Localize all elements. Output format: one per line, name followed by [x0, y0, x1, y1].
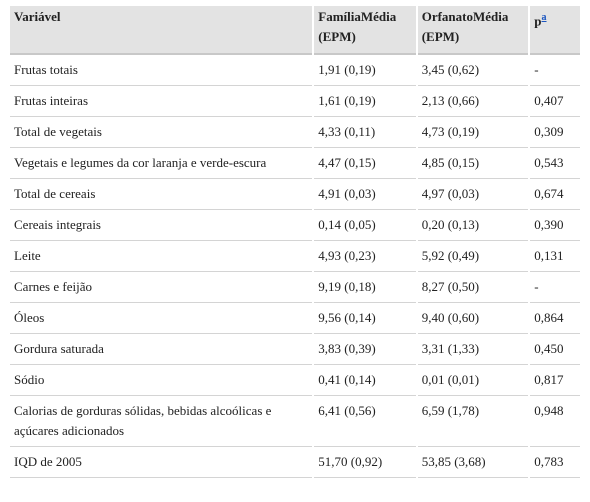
table-cell: 8,27 (0,50) — [417, 272, 529, 303]
table-cell: Vegetais e legumes da cor laranja e verd… — [10, 148, 313, 179]
table-cell: 0,14 (0,05) — [314, 210, 416, 241]
table-cell: 0,543 — [530, 148, 580, 179]
table-cell: - — [530, 55, 580, 86]
table-row: Calorias de gorduras sólidas, bebidas al… — [10, 396, 580, 447]
table-cell: 0,783 — [530, 447, 580, 478]
table-cell: 0,864 — [530, 303, 580, 334]
table-cell: 1,61 (0,19) — [314, 86, 416, 117]
table-cell: Carnes e feijão — [10, 272, 313, 303]
table-cell: 4,47 (0,15) — [314, 148, 416, 179]
table-cell: Total de vegetais — [10, 117, 313, 148]
table-row: IQD de 2005 51,70 (0,92) 53,85 (3,68) 0,783 — [10, 447, 580, 478]
table-cell: 4,33 (0,11) — [314, 117, 416, 148]
table-cell: 9,19 (0,18) — [314, 272, 416, 303]
table-row: Carnes e feijão 9,19 (0,18) 8,27 (0,50) - — [10, 272, 580, 303]
table-cell: 0,948 — [530, 396, 580, 447]
table-cell: 6,59 (1,78) — [417, 396, 529, 447]
header-text: p — [534, 13, 542, 29]
table-cell: 4,91 (0,03) — [314, 179, 416, 210]
table-cell: 3,83 (0,39) — [314, 334, 416, 365]
header-cell: FamíliaMédia (EPM) — [314, 6, 416, 55]
table-row: Vegetais e legumes da cor laranja e verd… — [10, 148, 580, 179]
table-cell: Total de cereais — [10, 179, 313, 210]
table-cell: 3,31 (1,33) — [417, 334, 529, 365]
table-cell: 51,70 (0,92) — [314, 447, 416, 478]
table-cell: 9,40 (0,60) — [417, 303, 529, 334]
table-cell: 2,13 (0,66) — [417, 86, 529, 117]
table-row: Gordura saturada 3,83 (0,39) 3,31 (1,33) 0,… — [10, 334, 580, 365]
table-cell: Calorias de gorduras sólidas, bebidas al… — [10, 396, 313, 447]
table-cell: 3,45 (0,62) — [417, 55, 529, 86]
header-cell: pa — [530, 6, 580, 55]
table-cell: 0,41 (0,14) — [314, 365, 416, 396]
table-cell: Frutas totais — [10, 55, 313, 86]
header-cell: Variável — [10, 6, 313, 55]
table-cell: Frutas inteiras — [10, 86, 313, 117]
table-cell: 0,20 (0,13) — [417, 210, 529, 241]
table-cell: Gordura saturada — [10, 334, 313, 365]
table-row: Leite 4,93 (0,23) 5,92 (0,49) 0,131 — [10, 241, 580, 272]
table-cell: 0,674 — [530, 179, 580, 210]
table-body: Frutas totais 1,91 (0,19) 3,45 (0,62) - Frut… — [10, 55, 580, 478]
table-cell: Óleos — [10, 303, 313, 334]
table-row: Total de cereais 4,91 (0,03) 4,97 (0,03) 0,… — [10, 179, 580, 210]
table-row: Óleos 9,56 (0,14) 9,40 (0,60) 0,864 — [10, 303, 580, 334]
table-cell: 0,131 — [530, 241, 580, 272]
table-cell: 53,85 (3,68) — [417, 447, 529, 478]
table-cell: Sódio — [10, 365, 313, 396]
table-cell: Leite — [10, 241, 313, 272]
table-cell: 9,56 (0,14) — [314, 303, 416, 334]
table-cell: 4,85 (0,15) — [417, 148, 529, 179]
table-cell: 4,73 (0,19) — [417, 117, 529, 148]
table-row: Total de vegetais 4,33 (0,11) 4,73 (0,19) 0… — [10, 117, 580, 148]
table-cell: 5,92 (0,49) — [417, 241, 529, 272]
table-cell: 0,407 — [530, 86, 580, 117]
table-cell: 0,817 — [530, 365, 580, 396]
table-cell: 6,41 (0,56) — [314, 396, 416, 447]
table-cell: 0,390 — [530, 210, 580, 241]
table-cell: 4,97 (0,03) — [417, 179, 529, 210]
table-cell: - — [530, 272, 580, 303]
header-row: Variável FamíliaMédia (EPM) OrfanatoMédi… — [10, 6, 580, 55]
table-row: Sódio 0,41 (0,14) 0,01 (0,01) 0,817 — [10, 365, 580, 396]
table-cell: IQD de 2005 — [10, 447, 313, 478]
table-cell: 4,93 (0,23) — [314, 241, 416, 272]
table-row: Frutas inteiras 1,61 (0,19) 2,13 (0,66) 0,4… — [10, 86, 580, 117]
table-row: Frutas totais 1,91 (0,19) 3,45 (0,62) - — [10, 55, 580, 86]
table-row: Cereais integrais 0,14 (0,05) 0,20 (0,13) 0… — [10, 210, 580, 241]
table-cell: 0,01 (0,01) — [417, 365, 529, 396]
footnote-link[interactable]: a — [541, 12, 547, 23]
table-cell: Cereais integrais — [10, 210, 313, 241]
table-cell: 0,309 — [530, 117, 580, 148]
table-cell: 0,450 — [530, 334, 580, 365]
table-cell: 1,91 (0,19) — [314, 55, 416, 86]
data-table: Variável FamíliaMédia (EPM) OrfanatoMédi… — [8, 6, 582, 478]
header-cell: OrfanatoMédia (EPM) — [417, 6, 529, 55]
